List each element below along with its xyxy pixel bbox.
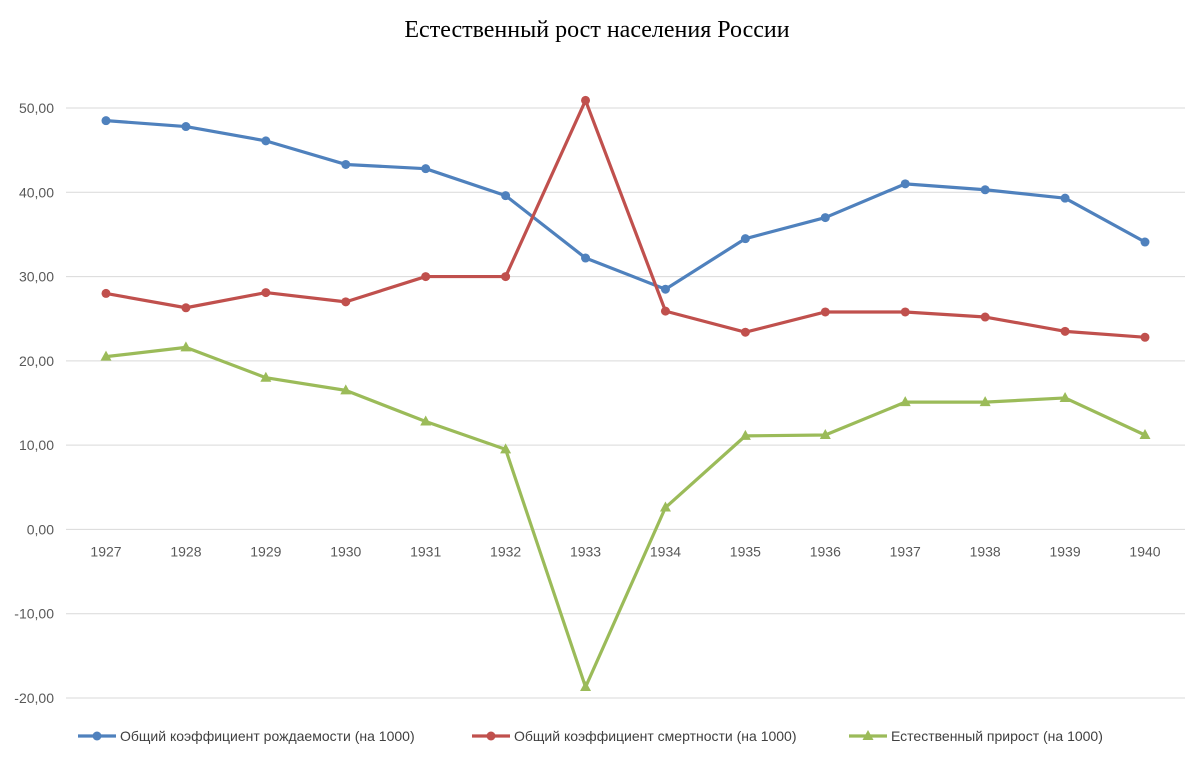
y-tick-label: -10,00 (14, 606, 54, 622)
x-tick-label: 1934 (650, 543, 681, 559)
x-tick-label: 1927 (90, 543, 121, 559)
data-point-circle (421, 164, 431, 174)
data-point-circle (501, 191, 511, 201)
chart-title: Естественный рост населения России (404, 17, 789, 43)
data-point-triangle (899, 396, 911, 407)
x-tick-label: 1930 (330, 543, 361, 559)
data-point-triangle (420, 415, 432, 426)
series-line (104, 345, 1147, 689)
data-point-circle (1140, 237, 1150, 247)
data-point-circle (92, 731, 102, 741)
series-line (104, 98, 1147, 339)
data-point-triangle (340, 384, 352, 395)
x-tick-label: 1937 (890, 543, 921, 559)
x-tick-label: 1933 (570, 543, 601, 559)
gridlines (66, 107, 1185, 699)
x-tick-label: 1940 (1129, 543, 1160, 559)
data-point-circle (900, 179, 910, 189)
x-tick-label: 1938 (970, 543, 1001, 559)
data-point-circle (900, 307, 910, 317)
legend-label: Общий коэффициент рождаемости (на 1000) (120, 728, 415, 744)
x-tick-label: 1936 (810, 543, 841, 559)
data-point-circle (1060, 193, 1070, 203)
data-point-circle (261, 288, 271, 298)
legend: Общий коэффициент рождаемости (на 1000) О… (78, 728, 1103, 744)
data-point-circle (341, 297, 351, 307)
data-point-circle (660, 284, 670, 294)
data-point-triangle (100, 350, 112, 361)
series-3 (100, 341, 1151, 692)
data-point-triangle (862, 730, 874, 740)
legend-item: Общий коэффициент рождаемости (на 1000) (78, 728, 415, 744)
x-axis-ticks: 1927 1928 1929 1930 1931 1932 1933 1934 1935 1936… (90, 543, 1160, 559)
data-point-triangle (819, 429, 831, 440)
data-point-circle (501, 272, 511, 282)
data-point-circle (820, 213, 830, 223)
series-2 (101, 95, 1150, 342)
data-point-circle (581, 95, 591, 105)
legend-label: Общий коэффициент смертности (на 1000) (514, 728, 797, 744)
legend-item: Общий коэффициент смертности (на 1000) (472, 728, 797, 744)
y-axis-ticks: 50,00 40,00 30,00 20,00 10,00 0,00 -10,00 -20,0… (14, 100, 54, 706)
data-point-circle (1060, 326, 1070, 336)
data-point-triangle (1139, 429, 1151, 440)
data-point-circle (820, 307, 830, 317)
x-tick-label: 1939 (1049, 543, 1080, 559)
series-lines (100, 95, 1151, 692)
y-tick-label: 10,00 (19, 437, 54, 453)
data-point-circle (101, 288, 111, 298)
y-tick-label: 20,00 (19, 353, 54, 369)
data-point-circle (980, 312, 990, 322)
data-point-circle (1140, 332, 1150, 342)
y-tick-label: -20,00 (14, 690, 54, 706)
series-1 (101, 116, 1150, 294)
data-point-triangle (659, 501, 671, 512)
data-point-circle (101, 116, 111, 126)
data-point-triangle (260, 371, 272, 382)
data-point-circle (181, 122, 191, 132)
data-point-triangle (1059, 391, 1071, 402)
data-point-circle (740, 234, 750, 244)
data-point-triangle (979, 396, 991, 407)
x-tick-label: 1931 (410, 543, 441, 559)
data-point-triangle (180, 341, 192, 352)
x-tick-label: 1928 (170, 543, 201, 559)
legend-label: Естественный прирост (на 1000) (891, 728, 1103, 744)
data-point-circle (181, 303, 191, 313)
data-point-circle (486, 731, 496, 741)
legend-item: Естественный прирост (на 1000) (849, 728, 1103, 744)
data-point-circle (740, 327, 750, 337)
data-point-circle (980, 185, 990, 195)
data-point-circle (660, 306, 670, 316)
data-point-triangle (580, 681, 592, 692)
data-point-circle (341, 159, 351, 169)
y-tick-label: 0,00 (27, 521, 54, 537)
data-point-triangle (500, 443, 512, 454)
y-tick-label: 50,00 (19, 100, 54, 116)
data-point-circle (581, 253, 591, 263)
data-point-triangle (739, 429, 751, 440)
x-tick-label: 1935 (730, 543, 761, 559)
y-tick-label: 40,00 (19, 184, 54, 200)
x-tick-label: 1929 (250, 543, 281, 559)
data-point-circle (421, 272, 431, 282)
data-point-circle (261, 136, 271, 146)
y-tick-label: 30,00 (19, 269, 54, 285)
x-tick-label: 1932 (490, 543, 521, 559)
series-line (104, 119, 1147, 291)
